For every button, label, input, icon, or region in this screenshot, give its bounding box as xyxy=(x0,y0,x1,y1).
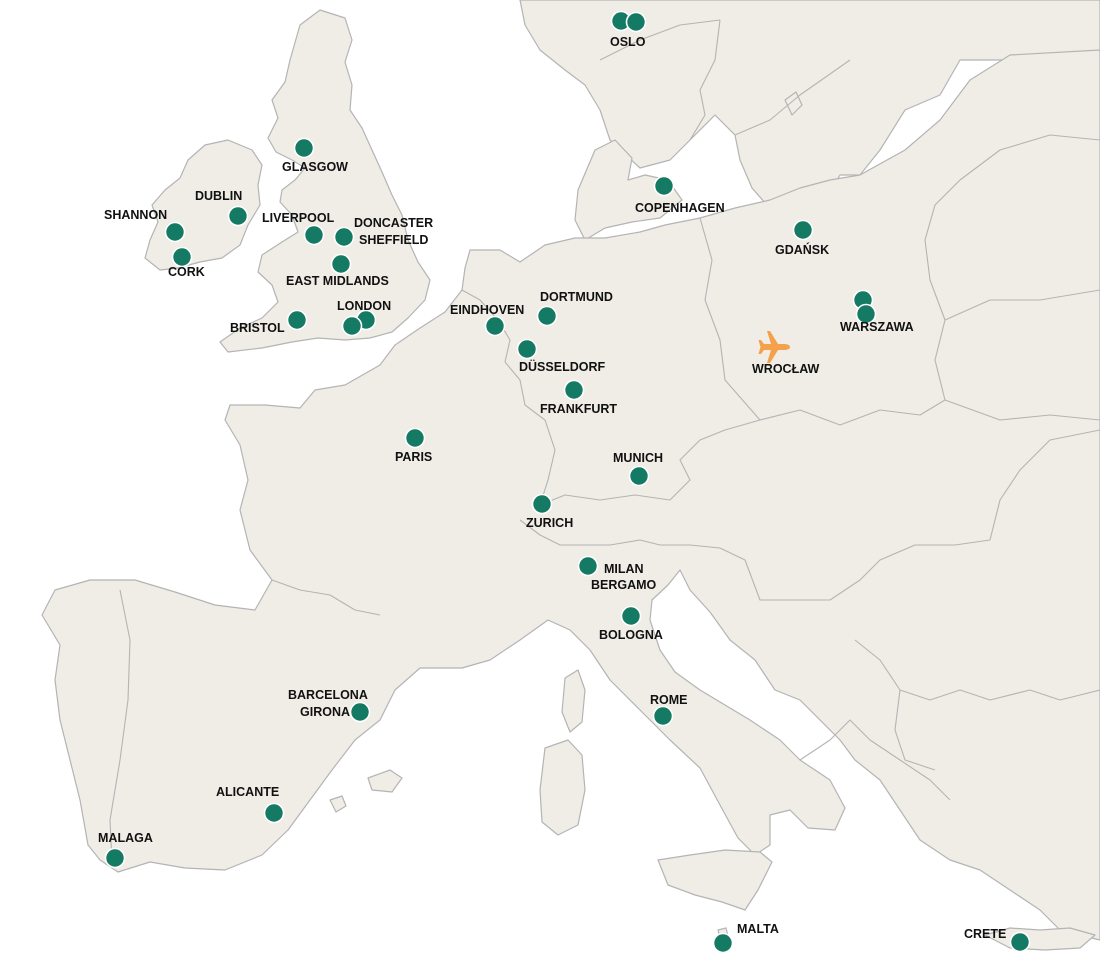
destination-dot-zurich[interactable] xyxy=(531,493,553,515)
destination-dot-dusseldorf[interactable] xyxy=(516,338,538,360)
label-glasgow: GLASGOW xyxy=(282,160,348,174)
label-alicante: ALICANTE xyxy=(216,785,279,799)
destination-dot-liverpool[interactable] xyxy=(303,224,325,246)
destination-dot-barcelona-girona[interactable] xyxy=(349,701,371,723)
airplane-icon xyxy=(758,331,790,363)
destination-dot-dublin[interactable] xyxy=(227,205,249,227)
label-bergamo: BERGAMO xyxy=(591,578,657,592)
label-dublin: DUBLIN xyxy=(195,189,242,203)
destination-dot-dortmund[interactable] xyxy=(536,305,558,327)
sardinia-land xyxy=(539,739,586,836)
destination-dot-glasgow[interactable] xyxy=(293,137,315,159)
label-malaga: MALAGA xyxy=(98,831,153,845)
destination-dot-paris[interactable] xyxy=(404,427,426,449)
label-copenhagen: COPENHAGEN xyxy=(635,201,725,215)
destination-dot-cork[interactable] xyxy=(171,246,193,268)
label-girona: GIRONA xyxy=(300,705,350,719)
destination-dot-eindhoven[interactable] xyxy=(484,315,506,337)
destination-dot-rome[interactable] xyxy=(652,705,674,727)
label-sheffield: SHEFFIELD xyxy=(359,233,428,247)
label-paris: PARIS xyxy=(395,450,432,464)
label-crete: CRETE xyxy=(964,927,1006,941)
destination-dot-east-midlands[interactable] xyxy=(330,253,352,275)
destination-dot-malaga[interactable] xyxy=(104,847,126,869)
label-rome: ROME xyxy=(650,693,688,707)
label-warszawa: WARSZAWA xyxy=(840,320,914,334)
label-liverpool: LIVERPOOL xyxy=(262,211,335,225)
label-dusseldorf: DÜSSELDORF xyxy=(519,359,605,374)
land-layer xyxy=(41,0,1100,951)
continental-europe-land xyxy=(41,49,1100,941)
scandinavia-land xyxy=(519,0,1100,221)
ibiza-land xyxy=(329,795,347,813)
destination-dot-alicante[interactable] xyxy=(263,802,285,824)
great-britain-land xyxy=(219,9,431,353)
destination-dot-warszawa-2[interactable] xyxy=(855,303,877,325)
label-frankfurt: FRANKFURT xyxy=(540,402,617,416)
label-cork: CORK xyxy=(168,265,205,279)
label-doncaster: DONCASTER xyxy=(354,216,433,230)
destination-dot-copenhagen[interactable] xyxy=(653,175,675,197)
label-milan: MILAN xyxy=(604,562,644,576)
destination-dot-oslo-2[interactable] xyxy=(625,11,647,33)
label-east-midlands: EAST MIDLANDS xyxy=(286,274,389,288)
destination-markers xyxy=(104,10,1031,954)
destination-dot-doncaster-sheffield[interactable] xyxy=(333,226,355,248)
sicily-land xyxy=(657,849,773,911)
borders-layer xyxy=(109,19,1100,863)
label-barcelona: BARCELONA xyxy=(288,688,368,702)
label-home-wroclaw: WROCŁAW xyxy=(752,362,820,376)
destination-dot-frankfurt[interactable] xyxy=(563,379,585,401)
label-zurich: ZURICH xyxy=(526,516,573,530)
destination-dot-munich[interactable] xyxy=(628,465,650,487)
label-london: LONDON xyxy=(337,299,391,313)
destination-dot-bristol[interactable] xyxy=(286,309,308,331)
label-dortmund: DORTMUND xyxy=(540,290,613,304)
corsica-land xyxy=(561,669,586,733)
label-oslo: OSLO xyxy=(610,35,646,49)
label-shannon: SHANNON xyxy=(104,208,167,222)
destination-dot-milan-bergamo[interactable] xyxy=(577,555,599,577)
destination-dot-shannon[interactable] xyxy=(164,221,186,243)
label-gdansk: GDAŃSK xyxy=(775,242,829,257)
label-eindhoven: EINDHOVEN xyxy=(450,303,524,317)
destination-dot-gdansk[interactable] xyxy=(792,219,814,241)
label-malta: MALTA xyxy=(737,922,779,936)
gotland-land xyxy=(784,91,803,116)
label-bristol: BRISTOL xyxy=(230,321,285,335)
destination-dot-malta[interactable] xyxy=(712,932,734,954)
destination-labels: OSLO GLASGOW DUBLIN SHANNON CORK LIVERPO… xyxy=(98,35,1006,941)
destination-dot-crete[interactable] xyxy=(1009,931,1031,953)
label-munich: MUNICH xyxy=(613,451,663,465)
destination-dot-london-2[interactable] xyxy=(341,315,363,337)
label-bologna: BOLOGNA xyxy=(599,628,663,642)
destination-dot-bologna[interactable] xyxy=(620,605,642,627)
mallorca-land xyxy=(367,769,403,793)
